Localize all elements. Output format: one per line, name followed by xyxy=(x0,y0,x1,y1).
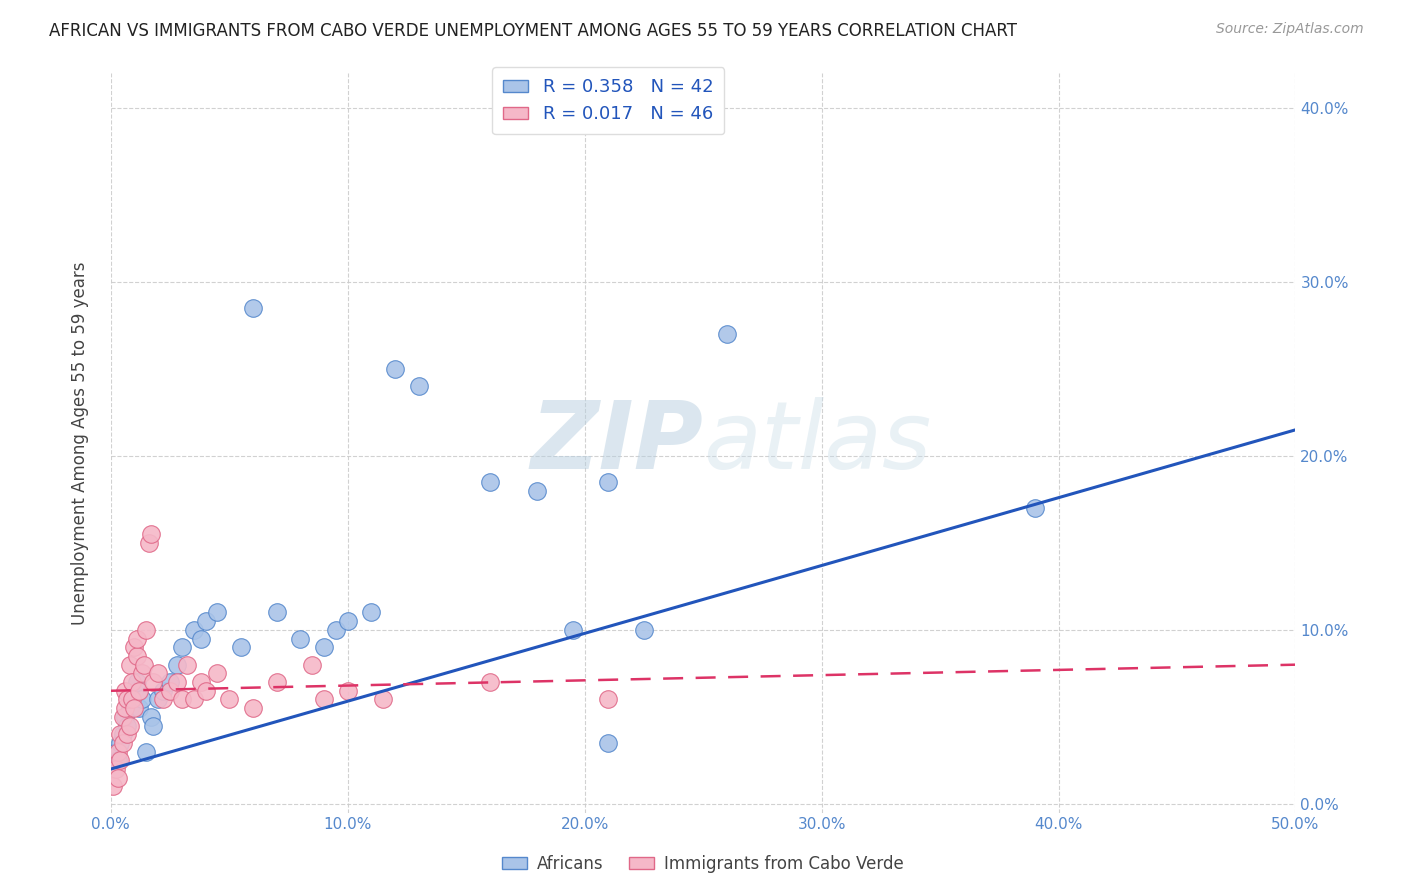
Point xyxy=(117,718,139,732)
Legend: Africans, Immigrants from Cabo Verde: Africans, Immigrants from Cabo Verde xyxy=(496,848,910,880)
Legend: R = 0.358   N = 42, R = 0.017   N = 46: R = 0.358 N = 42, R = 0.017 N = 46 xyxy=(492,68,724,134)
Point xyxy=(128,701,150,715)
Point xyxy=(633,623,655,637)
Point xyxy=(104,745,127,759)
Text: ZIP: ZIP xyxy=(530,397,703,489)
Point xyxy=(121,692,143,706)
Point xyxy=(135,623,157,637)
Point xyxy=(190,675,212,690)
Point xyxy=(598,692,620,706)
Point xyxy=(207,666,229,681)
Point xyxy=(124,701,146,715)
Point xyxy=(125,675,148,690)
Point xyxy=(194,683,217,698)
Point xyxy=(146,666,169,681)
Point xyxy=(207,606,229,620)
Point xyxy=(336,683,359,698)
Point xyxy=(561,623,583,637)
Point xyxy=(142,675,165,690)
Point xyxy=(242,301,264,315)
Point xyxy=(132,657,155,672)
Point xyxy=(170,692,193,706)
Point xyxy=(159,683,181,698)
Text: AFRICAN VS IMMIGRANTS FROM CABO VERDE UNEMPLOYMENT AMONG AGES 55 TO 59 YEARS COR: AFRICAN VS IMMIGRANTS FROM CABO VERDE UN… xyxy=(49,22,1017,40)
Point xyxy=(131,692,153,706)
Point xyxy=(111,727,134,741)
Point xyxy=(118,657,141,672)
Point xyxy=(114,701,136,715)
Point xyxy=(166,675,188,690)
Point xyxy=(312,640,335,655)
Point xyxy=(478,475,501,489)
Point xyxy=(266,606,288,620)
Point xyxy=(373,692,395,706)
Point xyxy=(166,657,188,672)
Point xyxy=(139,710,162,724)
Point xyxy=(114,683,136,698)
Point xyxy=(325,623,347,637)
Point xyxy=(107,771,129,785)
Point xyxy=(218,692,240,706)
Point xyxy=(111,736,134,750)
Point xyxy=(170,640,193,655)
Text: atlas: atlas xyxy=(703,397,931,489)
Point xyxy=(266,675,288,690)
Point xyxy=(159,675,181,690)
Point xyxy=(110,727,132,741)
Point xyxy=(716,327,738,342)
Point xyxy=(117,727,139,741)
Point xyxy=(301,657,323,672)
Point xyxy=(128,683,150,698)
Point xyxy=(125,632,148,646)
Point xyxy=(139,527,162,541)
Point xyxy=(142,718,165,732)
Point xyxy=(124,683,146,698)
Point xyxy=(312,692,335,706)
Point xyxy=(194,614,217,628)
Point xyxy=(125,648,148,663)
Point xyxy=(110,736,132,750)
Point xyxy=(124,640,146,655)
Point xyxy=(408,379,430,393)
Point xyxy=(138,536,160,550)
Point xyxy=(598,475,620,489)
Point xyxy=(229,640,252,655)
Point xyxy=(110,753,132,767)
Point xyxy=(107,753,129,767)
Point xyxy=(526,483,548,498)
Text: Source: ZipAtlas.com: Source: ZipAtlas.com xyxy=(1216,22,1364,37)
Point xyxy=(111,710,134,724)
Point xyxy=(290,632,312,646)
Point xyxy=(152,683,174,698)
Point xyxy=(190,632,212,646)
Point xyxy=(131,666,153,681)
Point xyxy=(336,614,359,628)
Point xyxy=(101,780,124,794)
Point xyxy=(176,657,198,672)
Point xyxy=(121,692,143,706)
Point xyxy=(1024,501,1046,516)
Point xyxy=(360,606,382,620)
Point xyxy=(114,710,136,724)
Point xyxy=(146,692,169,706)
Point xyxy=(118,718,141,732)
Point xyxy=(478,675,501,690)
Point xyxy=(242,701,264,715)
Point xyxy=(117,692,139,706)
Point xyxy=(104,762,127,776)
Point xyxy=(121,675,143,690)
Point xyxy=(384,362,406,376)
Point xyxy=(598,736,620,750)
Point xyxy=(135,745,157,759)
Point xyxy=(183,623,205,637)
Point xyxy=(118,701,141,715)
Point xyxy=(107,745,129,759)
Y-axis label: Unemployment Among Ages 55 to 59 years: Unemployment Among Ages 55 to 59 years xyxy=(72,261,89,624)
Point xyxy=(152,692,174,706)
Point xyxy=(183,692,205,706)
